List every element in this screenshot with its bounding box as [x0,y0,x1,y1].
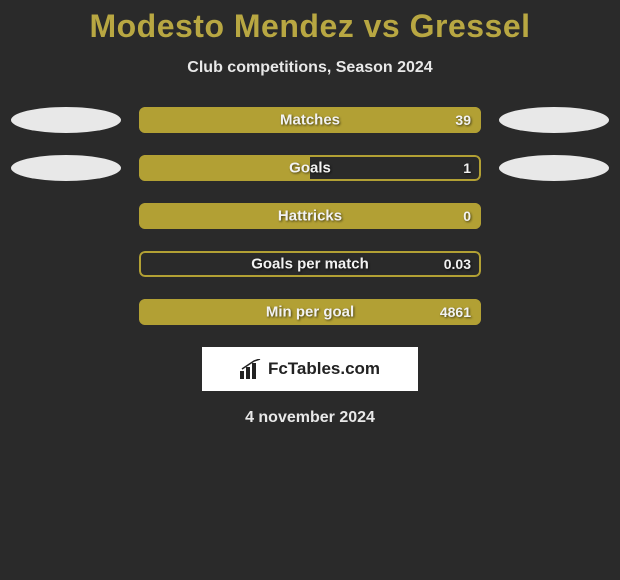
stats-list: Matches 39 Goals 1 Hattricks 0 Goals per match… [0,107,620,325]
stat-value: 0.03 [444,256,471,272]
stat-row: Matches 39 [0,107,620,133]
stat-value: 0 [463,208,471,224]
fctables-logo[interactable]: FcTables.com [202,347,418,391]
stat-bar: Matches 39 [139,107,481,133]
stat-value: 1 [463,160,471,176]
stat-label: Goals [289,160,331,177]
right-ellipse [499,107,609,133]
stat-bar: Goals 1 [139,155,481,181]
stat-value: 39 [455,112,471,128]
stat-bar: Hattricks 0 [139,203,481,229]
stat-row: Min per goal 4861 [0,299,620,325]
right-ellipse [499,155,609,181]
bar-fill [139,155,310,181]
left-ellipse [11,155,121,181]
stat-label: Min per goal [266,304,354,321]
stat-value: 4861 [440,304,471,320]
stat-label: Matches [280,112,340,129]
stat-label: Goals per match [251,256,369,273]
stat-row: Goals 1 [0,155,620,181]
stat-bar: Min per goal 4861 [139,299,481,325]
logo-text: FcTables.com [268,359,380,379]
bar-chart-icon [240,359,262,379]
subtitle: Club competitions, Season 2024 [0,59,620,77]
stat-label: Hattricks [278,208,342,225]
comparison-card: Modesto Mendez vs Gressel Club competiti… [0,0,620,427]
date-label: 4 november 2024 [0,409,620,427]
page-title: Modesto Mendez vs Gressel [0,8,620,45]
stat-row: Hattricks 0 [0,203,620,229]
stat-row: Goals per match 0.03 [0,251,620,277]
stat-bar: Goals per match 0.03 [139,251,481,277]
left-ellipse [11,107,121,133]
